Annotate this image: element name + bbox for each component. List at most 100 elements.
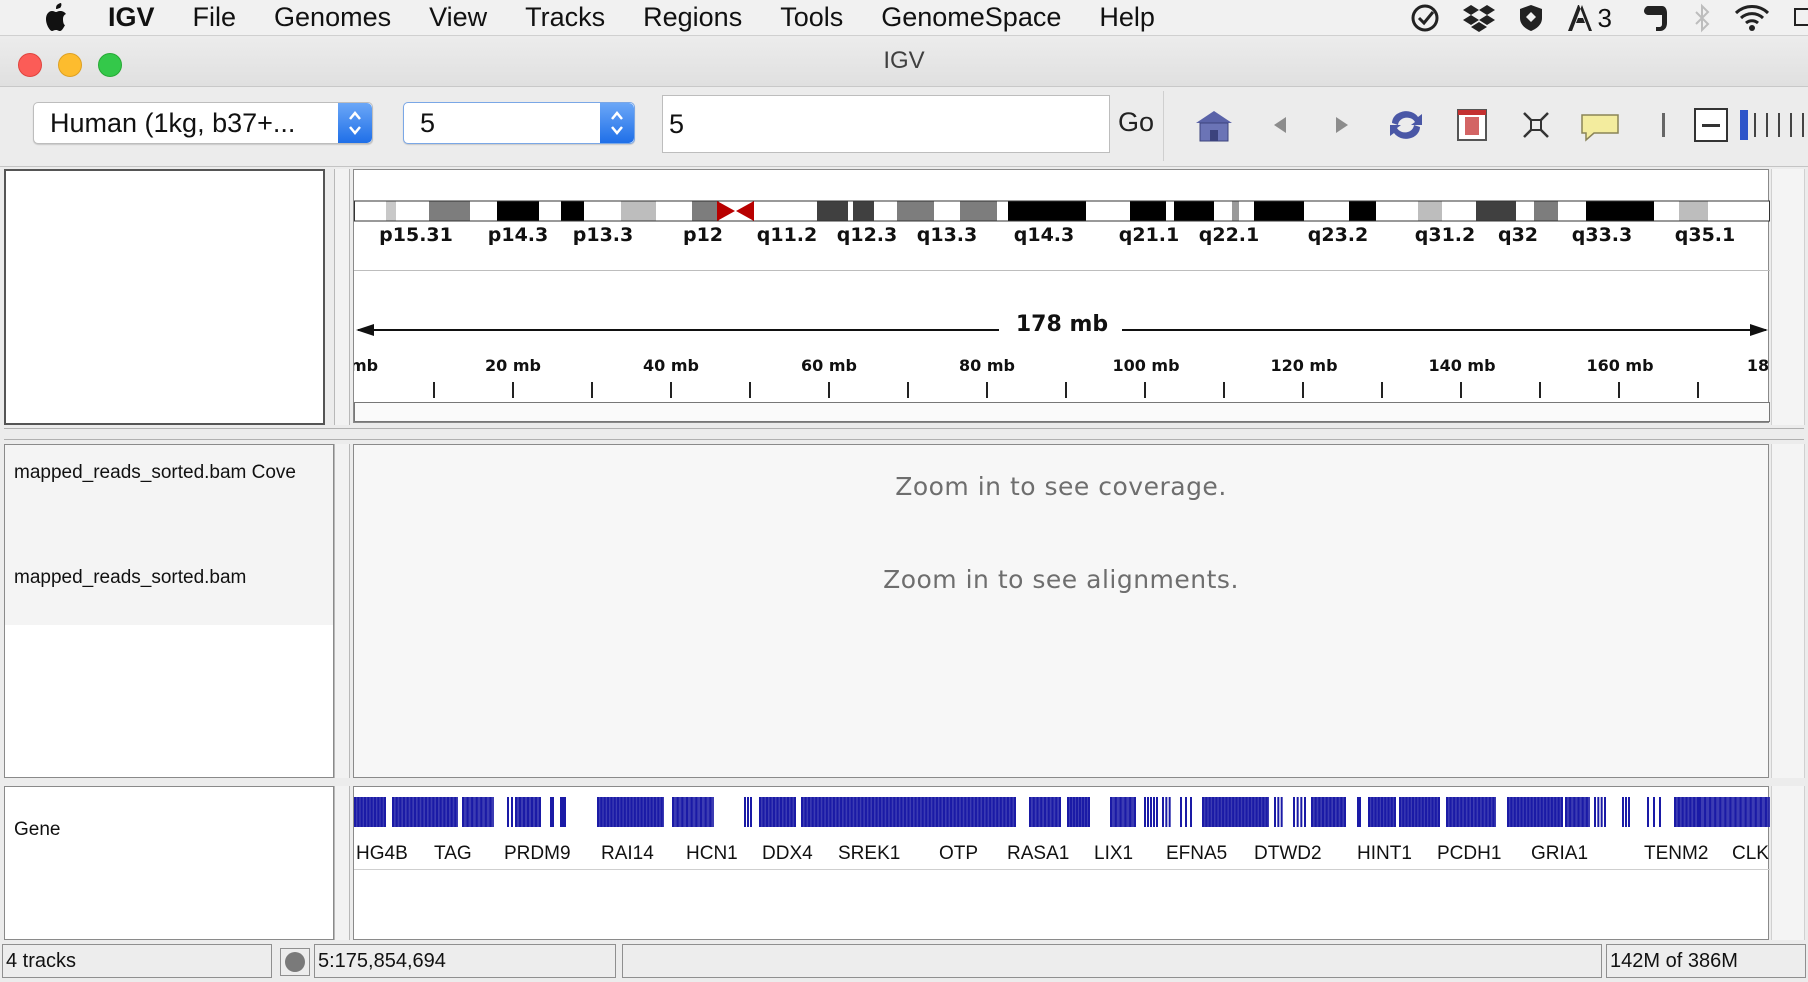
zoom-slider[interactable] [1736, 103, 1804, 147]
popup-text-icon[interactable] [1578, 103, 1622, 147]
refresh-icon[interactable] [1384, 103, 1428, 147]
menu-view[interactable]: View [429, 2, 488, 32]
gene-feature [1520, 797, 1523, 827]
feature-track-panel[interactable]: HG4B TAG PRDM9 RAI14 HCN1 DDX4 SREK1 OTP RASA1 LI… [353, 786, 1770, 940]
menu-tools[interactable]: Tools [780, 2, 844, 32]
data-track-panel[interactable] [353, 444, 1769, 778]
data-scroll-gutter[interactable] [1771, 444, 1805, 778]
chromosome-ideogram[interactable] [354, 199, 1770, 223]
gene-feature [1258, 797, 1261, 827]
resize-icon[interactable] [1514, 103, 1558, 147]
gene-track-name[interactable]: Gene [14, 819, 61, 840]
go-button[interactable]: Go [1118, 107, 1155, 137]
gene-feature [428, 797, 431, 827]
home-icon[interactable] [1192, 103, 1236, 147]
gene-feature [1554, 797, 1557, 827]
gene-feature [511, 797, 513, 827]
gene-feature [384, 797, 386, 827]
gene-feature [515, 797, 517, 827]
gene-feature [783, 797, 786, 827]
display-icon[interactable] [1792, 3, 1808, 33]
gene-feature [676, 797, 679, 827]
feature-scroll-gutter[interactable] [1771, 786, 1805, 940]
gene-feature [1079, 797, 1081, 827]
menu-help[interactable]: Help [1099, 2, 1155, 32]
menu-file[interactable]: File [192, 2, 237, 32]
gene-feature [1010, 797, 1013, 827]
shield-icon[interactable] [1518, 3, 1544, 33]
gene-feature [1467, 797, 1470, 827]
ideogram-band [1708, 201, 1770, 221]
gene-feature [773, 797, 775, 827]
menu-tracks[interactable]: Tracks [525, 2, 606, 32]
zoom-window-button[interactable] [98, 53, 122, 77]
gene-feature [808, 797, 811, 827]
chromosome-select[interactable]: 5 [403, 102, 635, 144]
menu-genomes[interactable]: Genomes [274, 2, 392, 32]
close-window-button[interactable] [18, 53, 42, 77]
ideogram-band [1476, 201, 1516, 221]
gene-feature [843, 797, 846, 827]
gene-feature [918, 797, 921, 827]
gene-feature [1471, 797, 1473, 827]
adobe-icon[interactable]: 3 [1566, 3, 1612, 34]
region-navigator-icon[interactable] [1450, 103, 1494, 147]
gene-feature [357, 797, 360, 827]
gene-feature [1431, 797, 1434, 827]
gene-feature [519, 797, 521, 827]
gene-feature [1759, 797, 1762, 827]
gene-feature [978, 797, 981, 827]
gene-feature [893, 797, 896, 827]
gene-feature [1124, 797, 1127, 827]
ideogram-band [874, 201, 897, 221]
gene-feature [1225, 797, 1228, 827]
menu-regions[interactable]: Regions [643, 2, 743, 32]
ideogram-frame-line [354, 270, 1770, 271]
ideogram-band [1166, 201, 1174, 221]
dropbox-icon[interactable] [1462, 3, 1496, 33]
ideogram-band [692, 201, 719, 221]
menu-genomespace[interactable]: GenomeSpace [881, 2, 1062, 32]
minimize-window-button[interactable] [58, 53, 82, 77]
ideogram-band [1214, 201, 1232, 221]
gene-feature [1534, 797, 1536, 827]
band-label: q31.2 [1414, 224, 1476, 246]
gene-track-features[interactable] [354, 797, 1770, 831]
checkmark-circle-icon[interactable] [1410, 3, 1440, 33]
gene-feature [1463, 797, 1466, 827]
alignment-track-name[interactable]: mapped_reads_sorted.bam [14, 567, 247, 588]
wifi-icon[interactable] [1734, 3, 1770, 33]
gene-feature [436, 797, 438, 827]
gene-feature [1446, 797, 1448, 827]
gene-feature [1714, 797, 1717, 827]
locus-search-input[interactable]: 5 [662, 95, 1110, 153]
gene-feature [709, 797, 712, 827]
zoom-out-icon[interactable] [1690, 103, 1734, 147]
gene-feature [681, 797, 684, 827]
menu-app-igv[interactable]: IGV [108, 2, 155, 32]
gene-label: TAG [434, 843, 472, 864]
gene-feature [1585, 797, 1588, 827]
window-title-bar: IGV [0, 37, 1808, 87]
back-arrow-icon[interactable] [1258, 103, 1302, 147]
forward-arrow-icon[interactable] [1320, 103, 1364, 147]
genome-select[interactable]: Human (1kg, b37+... [33, 102, 373, 144]
ruler-tick-label: 40 mb [643, 356, 699, 375]
gene-feature [1232, 797, 1235, 827]
updown-arrows-icon [600, 103, 634, 143]
coverage-track-name[interactable]: mapped_reads_sorted.bam Cove [14, 462, 297, 483]
evernote-icon[interactable] [1642, 3, 1670, 33]
gene-feature [1371, 797, 1374, 827]
band-label: q11.2 [756, 224, 818, 246]
header-scroll-gutter[interactable] [1771, 169, 1805, 425]
bluetooth-icon[interactable] [1692, 3, 1712, 33]
panel-splitter[interactable] [4, 428, 1804, 440]
gene-feature [939, 797, 942, 827]
gene-feature [403, 797, 405, 827]
gene-feature [450, 797, 453, 827]
apple-icon[interactable] [40, 2, 74, 33]
ideogram-band [997, 201, 1008, 221]
ideogram-band [584, 201, 621, 221]
gene-feature [1165, 797, 1168, 827]
coverage-track-row[interactable] [5, 445, 333, 625]
